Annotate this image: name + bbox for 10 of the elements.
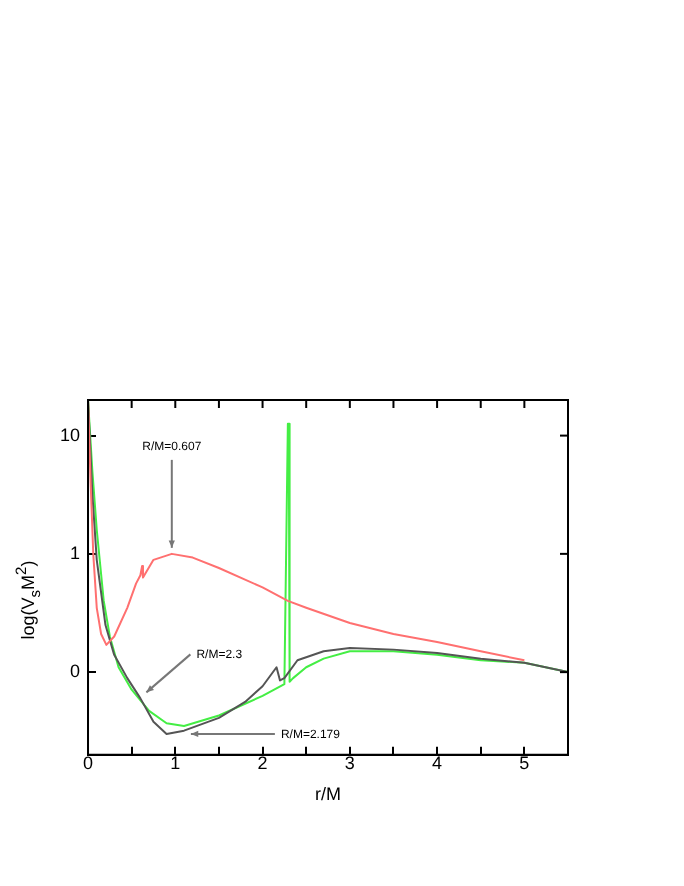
x-axis-title: r/M bbox=[315, 784, 342, 805]
x-tick-label: 2 bbox=[257, 752, 268, 773]
y-tick-label: 0 bbox=[69, 661, 81, 682]
y-tick-label: 1 bbox=[69, 542, 81, 563]
x-tick-label: 0 bbox=[83, 752, 94, 773]
x-tick-label: 5 bbox=[519, 752, 530, 773]
x-tick-label: 4 bbox=[432, 752, 443, 773]
x-tick-label: 3 bbox=[344, 752, 355, 773]
x-tick-label: 1 bbox=[170, 752, 181, 773]
y-tick-label: 10 bbox=[59, 424, 81, 445]
